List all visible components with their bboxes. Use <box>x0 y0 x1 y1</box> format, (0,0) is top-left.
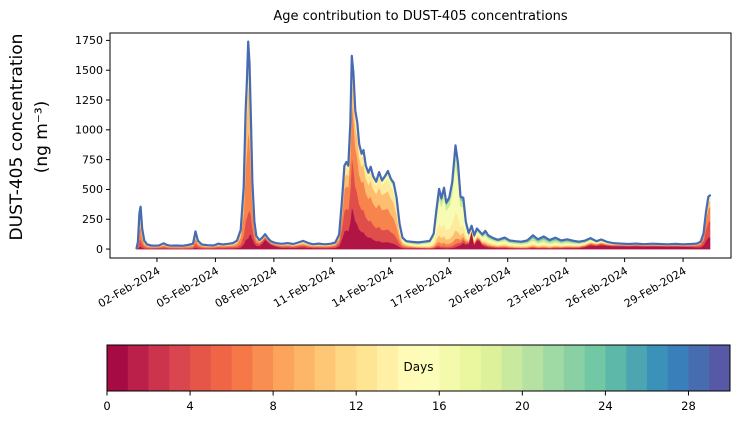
colorbar-segment <box>148 345 170 391</box>
colorbar-tick-label: 24 <box>598 399 613 413</box>
x-tick-label: 14-Feb-2024 <box>330 264 397 310</box>
colorbar-segment <box>626 345 648 391</box>
colorbar-segment <box>231 345 253 391</box>
y-tick-label: 1250 <box>75 94 103 107</box>
x-tick-label: 17-Feb-2024 <box>388 264 455 310</box>
colorbar-segment <box>210 345 232 391</box>
colorbar-segment <box>252 345 274 391</box>
colorbar-segment <box>377 345 399 391</box>
x-tick-label: 05-Feb-2024 <box>154 264 221 310</box>
colorbar-segment <box>688 345 710 391</box>
y-tick-label: 750 <box>82 153 103 166</box>
colorbar-segment <box>107 345 129 391</box>
age-area-band <box>136 75 711 249</box>
colorbar-label: Days <box>403 360 434 374</box>
colorbar-segment <box>439 345 461 391</box>
age-area-band <box>136 41 711 249</box>
colorbar-segment <box>460 345 482 391</box>
colorbar-tick-label: 12 <box>349 399 364 413</box>
colorbar-tick-label: 16 <box>432 399 447 413</box>
y-tick-label: 1750 <box>75 34 103 47</box>
y-tick-label: 500 <box>82 183 103 196</box>
age-area-band <box>136 156 711 250</box>
x-tick-label: 29-Feb-2024 <box>622 264 689 310</box>
colorbar-segment <box>418 345 440 391</box>
colorbar-segment <box>356 345 378 391</box>
plot-frame <box>109 32 732 259</box>
colorbar-segment <box>397 345 419 391</box>
colorbar-segment <box>169 345 191 391</box>
y-tick-label: 1000 <box>75 124 103 137</box>
x-tick-label: 20-Feb-2024 <box>447 264 514 310</box>
colorbar-tick-label: 0 <box>103 399 110 413</box>
colorbar-tick-label: 20 <box>515 399 530 413</box>
colorbar-tick-label: 28 <box>681 399 696 413</box>
concentration-line <box>135 40 712 250</box>
colorbar-segment <box>127 345 149 391</box>
y-tick-label: 1500 <box>75 64 103 77</box>
y-tick-label: 250 <box>82 213 103 226</box>
colorbar-segment <box>314 345 336 391</box>
colorbar-segment <box>335 345 357 391</box>
colorbar-segment <box>543 345 565 391</box>
y-tick-label: 0 <box>96 243 103 256</box>
age-area-band <box>136 52 711 249</box>
colorbar-segment <box>667 345 689 391</box>
chart-title: Age contribution to DUST-405 concentrati… <box>273 9 568 24</box>
x-tick-label: 08-Feb-2024 <box>213 264 280 310</box>
colorbar-segment <box>522 345 544 391</box>
age-area-band <box>136 41 711 249</box>
colorbar-segment <box>709 345 731 391</box>
age-area-band <box>136 41 711 249</box>
x-tick-label: 11-Feb-2024 <box>271 264 338 310</box>
colorbar-segment <box>480 345 502 391</box>
x-tick-label: 02-Feb-2024 <box>96 264 163 310</box>
colorbar-segment <box>293 345 316 391</box>
colorbar-segment <box>273 345 295 391</box>
colorbar-segment <box>584 345 606 391</box>
x-tick-label: 26-Feb-2024 <box>564 264 631 310</box>
colorbar-tick-label: 4 <box>186 399 193 413</box>
colorbar-segment <box>646 345 669 391</box>
colorbar-segment <box>605 345 627 391</box>
colorbar-segment <box>190 345 212 391</box>
x-tick-label: 23-Feb-2024 <box>505 264 572 310</box>
colorbar-tick-label: 8 <box>269 399 276 413</box>
age-area-band <box>136 102 711 250</box>
colorbar-frame <box>106 344 731 392</box>
colorbar-segment <box>563 345 586 391</box>
colorbar-segment <box>501 345 523 391</box>
age-area-band <box>136 45 711 249</box>
